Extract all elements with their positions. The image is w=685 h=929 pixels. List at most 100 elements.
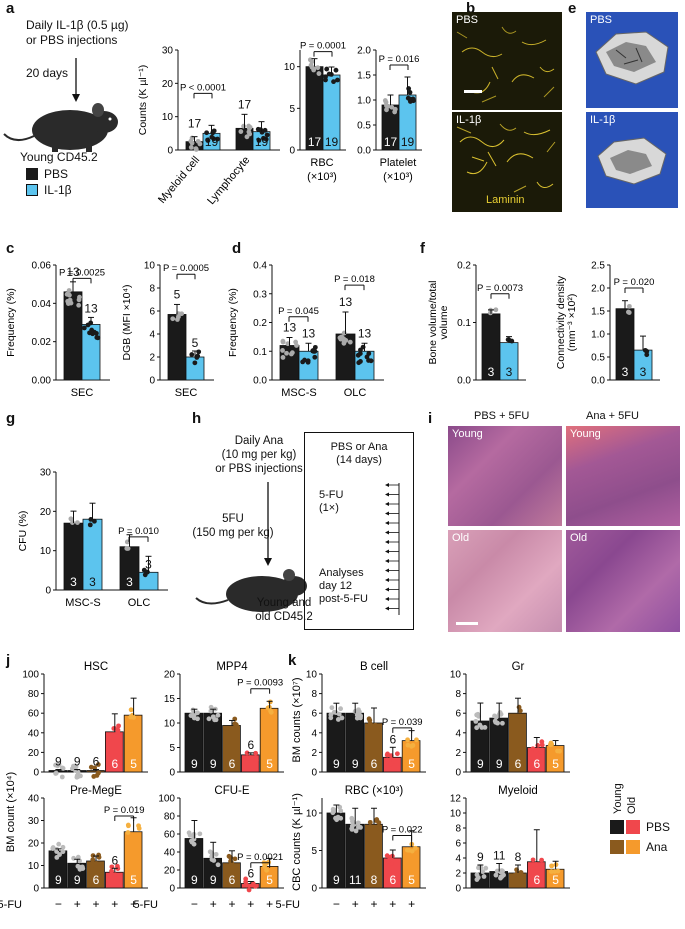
y-tick-label: 4 [455,728,461,739]
legend-il1: IL-1β [26,183,72,197]
n-label: 6 [247,738,254,752]
data-point [68,516,74,522]
n-label: 6 [111,853,118,867]
x-category-label: Lymphocyte [205,154,252,207]
data-point [60,849,66,855]
fu-label: 5-FU [0,899,22,911]
n-label: 5 [130,757,137,771]
histology-scale-bar [456,622,478,625]
data-point [197,831,203,837]
data-point [263,136,269,142]
data-point [232,856,238,862]
data-point [70,520,75,525]
fu-label: 5-FU [134,899,159,911]
data-point [193,146,199,152]
y-axis-label: Bone volume/total [427,280,439,364]
y-tick-label: 2 [455,748,461,759]
data-point [338,706,344,712]
y-tick-label: 0 [169,768,175,779]
y-tick-label: 20 [164,866,176,877]
data-point [366,351,372,356]
n-label: 13 [66,265,80,279]
histology-pbs-header: PBS + 5FU [474,410,530,422]
y-tick-label: 5 [289,104,295,115]
n-label: 19 [325,135,339,149]
x-axis-label: (×10³) [383,171,413,183]
legend-pbs: PBS [26,167,68,181]
fu-mark: − [55,897,62,911]
panel-i-label: i [428,410,433,427]
y-tick-label: 0 [33,768,39,779]
data-point [384,752,390,758]
data-point [474,872,480,878]
data-point [289,350,295,356]
y-tick-label: 10 [28,861,40,872]
y-tick-label: 60 [164,830,176,841]
panel-h-schematic: Daily Ana (10 mg per kg) or PBS injectio… [192,410,422,630]
data-point [209,134,215,140]
data-point [557,748,563,754]
legend-old-ana-swatch [626,840,640,854]
data-point [94,773,100,778]
y-tick-label: 5 [311,846,317,857]
y-tick-label: 0.4 [253,261,267,272]
chart-f1: 0.0 0.1 0.2 Bone volume/total volume 3 3 P = 0.… [427,261,526,387]
legend-swatch-pbs [26,168,38,180]
data-point [107,735,113,741]
y-tick-label: 0 [33,884,39,895]
data-point [73,768,78,773]
y-axis-label: Frequency (%) [5,288,17,357]
data-point [111,726,117,731]
p-value: P = 0.0005 [163,263,209,274]
data-point [482,725,488,730]
data-point [328,715,334,721]
n-label: 6 [389,732,396,746]
data-point [264,867,269,873]
data-point [500,720,505,726]
data-point [539,857,545,863]
y-tick-label: 6 [455,709,461,720]
p-value: P = 0.0073 [477,283,523,294]
data-point [267,699,273,705]
data-point [331,709,337,715]
chart-title: HSC [84,661,108,673]
fu-mark: + [111,897,118,911]
n-label: 19 [401,135,415,149]
chart-a3: 0.0 0.5 1.0 1.5 2.0 17 19 P = 0.016 Platelet (×10… [357,46,422,183]
data-point [394,751,400,757]
data-point [538,749,544,755]
data-point [480,869,486,875]
timeline-arrowhead [385,511,389,516]
data-point [474,877,480,882]
duration-label: 20 days [26,66,69,80]
data-point [517,708,523,714]
data-point [263,860,269,866]
data-point [75,520,80,526]
data-point [253,756,259,762]
timeline-arrowhead [385,492,389,497]
n-label: 9 [477,757,484,771]
data-point [302,357,307,363]
y-tick-label: 20 [28,748,40,759]
n-label: 9 [496,757,503,771]
bone-render-il1: IL-1β [586,112,678,208]
chart-f2: 0.0 0.5 1.0 1.5 2.0 2.5 Connectivity density (m… [555,261,660,387]
data-point [53,771,59,776]
n-label: 3 [126,575,133,589]
chart-a2: 0 5 10 17 19 P = 0.0001 RBC (×10³) [284,41,346,183]
timeline-arrowhead [385,578,389,582]
data-point [355,820,361,826]
p-value: P < 0.0001 [180,82,226,93]
y-tick-label: 0 [455,768,461,779]
n-label: 5 [408,757,415,771]
data-point [376,826,382,831]
chart-title: Myeloid [498,785,538,797]
timeline-fu-label: 5-FU [319,489,344,501]
y-tick-label: 40 [28,728,40,739]
data-point [71,763,76,769]
chart-title: CFU-E [214,785,249,797]
data-point [412,845,418,851]
